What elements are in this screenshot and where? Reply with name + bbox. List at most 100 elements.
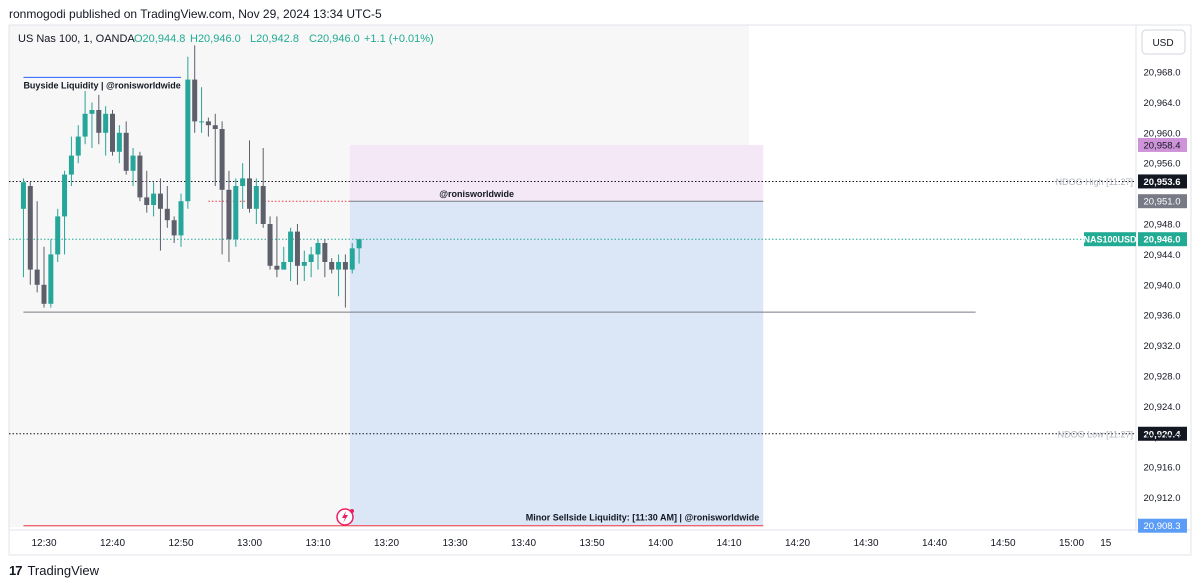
- candle-body: [123, 132, 129, 171]
- x-tick-label: 13:20: [374, 538, 399, 549]
- ohlc-change: +1.1 (+0.01%): [364, 33, 434, 45]
- candle-body: [144, 197, 150, 205]
- level-price: 20,953.6: [1144, 177, 1181, 188]
- candle-body: [349, 248, 355, 270]
- liquidity-label: Minor Sellside Liquidity: [11:30 AM] | @…: [526, 513, 760, 523]
- x-tick-label: 15:00: [1059, 538, 1084, 549]
- candle-body: [103, 113, 109, 133]
- currency-button[interactable]: USD: [1141, 29, 1186, 55]
- symbol-name: US Nas 100, 1, OANDA: [18, 33, 135, 45]
- level-name-tag: [1084, 232, 1136, 247]
- candlestick-chart[interactable]: @ronisworldwide Buyside Liquidity | @ron…: [0, 0, 1200, 560]
- y-tick-label: 20,924.0: [1144, 402, 1181, 413]
- publish-info: ronmogodi published on TradingView.com, …: [9, 7, 382, 21]
- candle-body: [82, 113, 88, 137]
- candle-body: [20, 182, 26, 209]
- candle-body: [164, 208, 170, 221]
- y-tick-label: 20,964.0: [1144, 98, 1181, 109]
- level-name: NDOG High [11.27]: [1056, 177, 1133, 187]
- footer-brand[interactable]: TradingView: [27, 563, 100, 578]
- x-tick-label: 13:50: [579, 538, 604, 549]
- future-area: [749, 25, 946, 527]
- price-axis-tag-label: 20,958.4: [1144, 140, 1181, 151]
- candle-body: [336, 262, 342, 270]
- y-tick-label: 20,936.0: [1144, 311, 1181, 322]
- candle-body: [281, 262, 287, 270]
- y-tick-label: 20,932.0: [1144, 341, 1181, 352]
- x-tick-label: 14:50: [990, 538, 1015, 549]
- candle-body: [294, 231, 300, 266]
- lightning-alert-icon[interactable]: [336, 508, 354, 526]
- x-tick-label: 12:40: [100, 538, 125, 549]
- tradingview-logo-icon: 17: [9, 563, 23, 578]
- candle-body: [27, 186, 33, 270]
- candle-body: [288, 231, 294, 262]
- level-price: 20,946.0: [1144, 235, 1181, 246]
- y-tick-label: 20,928.0: [1144, 372, 1181, 383]
- candle-body: [322, 243, 328, 262]
- ohlc-low: L20,942.8: [250, 33, 299, 45]
- currency-button-label: USD: [1152, 38, 1173, 49]
- candle-body: [253, 186, 259, 209]
- y-tick-label: 20,968.0: [1144, 68, 1181, 79]
- candle-body: [308, 254, 314, 262]
- x-tick-label: 15: [1100, 538, 1112, 549]
- x-tick-label: 12:30: [31, 538, 56, 549]
- candle-body: [171, 220, 177, 236]
- candle-body: [157, 193, 163, 209]
- position-box-label: @ronisworldwide: [439, 189, 514, 199]
- price-axis-tag: [1138, 194, 1187, 209]
- candle-body: [96, 110, 102, 133]
- liquidity-label: Buyside Liquidity | @ronisworldwide: [23, 80, 180, 90]
- y-tick-label: 20,948.0: [1144, 220, 1181, 231]
- candle-body: [267, 224, 273, 266]
- price-axis-tag: [1138, 137, 1187, 152]
- candle-body: [89, 110, 95, 114]
- candle-body: [137, 155, 143, 198]
- x-tick-label: 13:10: [305, 538, 330, 549]
- candle-body: [41, 284, 47, 304]
- candle-body: [185, 79, 191, 202]
- price-axis-tag-label: 20,951.0: [1144, 197, 1181, 208]
- candle-body: [205, 121, 211, 126]
- level-name: NAS100USD: [1083, 235, 1137, 245]
- position-stop-zone: [349, 201, 764, 526]
- y-tick-label: 20,956.0: [1144, 159, 1181, 170]
- x-tick-label: 13:00: [237, 538, 262, 549]
- y-tick-label: 20,916.0: [1144, 463, 1181, 474]
- candle-body: [315, 243, 321, 255]
- candle-body: [342, 262, 348, 270]
- candle-body: [219, 129, 225, 190]
- candle-body: [356, 239, 362, 249]
- price-axis-tag-label: 20,908.3: [1144, 521, 1181, 532]
- level-price-tag: [1138, 174, 1187, 189]
- candle-body: [178, 201, 184, 236]
- ohlc-close: C20,946.0: [309, 33, 360, 45]
- x-tick-label: 13:30: [442, 538, 467, 549]
- candle-body: [130, 155, 136, 171]
- candle-body: [301, 262, 307, 266]
- level-name: NDOG Low [11.27]: [1058, 429, 1133, 439]
- x-tick-label: 12:50: [168, 538, 193, 549]
- footer: 17 TradingView: [9, 563, 99, 578]
- candle-body: [212, 125, 218, 129]
- x-tick-label: 14:30: [853, 538, 878, 549]
- y-tick-label: 20,912.0: [1144, 493, 1181, 504]
- candle-body: [68, 155, 74, 175]
- candle-body: [116, 132, 122, 152]
- y-tick-label: 20,920.0: [1144, 432, 1181, 443]
- level-price-tag: [1138, 232, 1187, 247]
- candle-body: [240, 178, 246, 186]
- candle-body: [233, 186, 239, 240]
- candle-body: [329, 262, 335, 270]
- x-tick-label: 14:20: [785, 538, 810, 549]
- level-price: 20,920.4: [1144, 429, 1182, 440]
- price-axis-tag: [1138, 518, 1187, 533]
- y-tick-label: 20,944.0: [1144, 250, 1181, 261]
- candle-body: [199, 121, 205, 123]
- candle-body: [192, 79, 198, 122]
- candle-body: [151, 193, 157, 205]
- x-tick-label: 13:40: [511, 538, 536, 549]
- candle-body: [226, 189, 232, 240]
- ohlc-high: H20,946.0: [190, 33, 241, 45]
